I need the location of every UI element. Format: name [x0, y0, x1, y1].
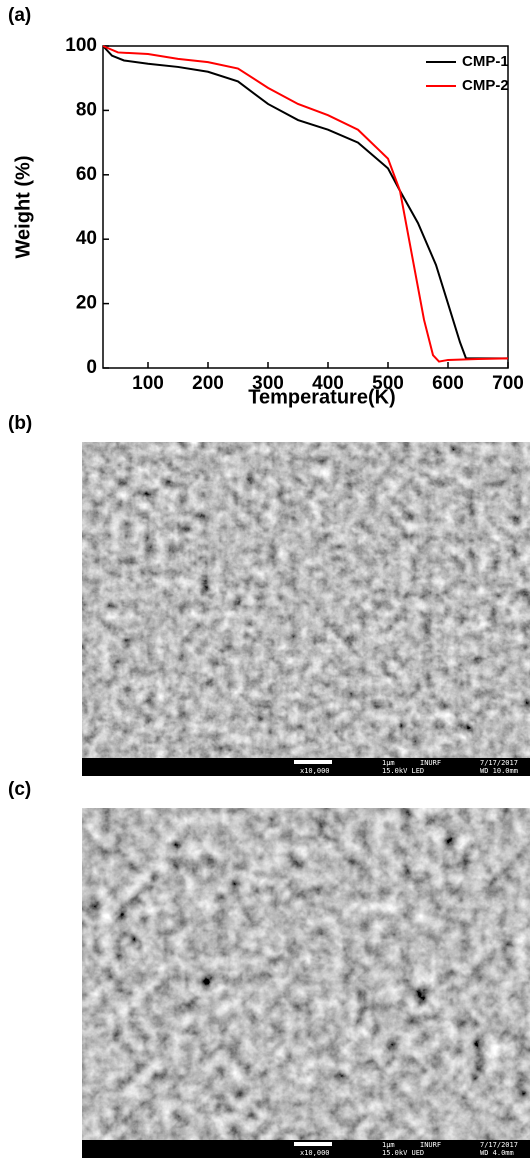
scale-bar — [294, 1142, 332, 1146]
x-tick-label: 500 — [372, 373, 404, 394]
x-tick-label: 400 — [312, 373, 344, 394]
sem-info: 7/17/2017 — [480, 1141, 518, 1149]
page: {"chart_data": {"type": "line", "y_label… — [0, 0, 530, 1158]
sem-info: 15.0kV UED — [382, 1149, 424, 1157]
sem-info: 1μm — [382, 759, 395, 767]
sem-image — [82, 808, 530, 1140]
data-line — [103, 46, 508, 362]
sem-info: x10,000 — [300, 767, 330, 775]
sem-info: WD 10.0mm — [480, 767, 518, 775]
x-tick-label: 100 — [132, 373, 164, 394]
panel-label: (a) — [8, 5, 31, 26]
sem-info: INURF — [420, 759, 441, 767]
panel-label: (b) — [8, 413, 32, 434]
sem-info: WD 4.0mm — [480, 1149, 514, 1157]
scale-bar — [294, 760, 332, 764]
sem-info: 7/17/2017 — [480, 759, 518, 767]
legend-label: CMP-1 — [462, 53, 509, 70]
x-tick-label: 600 — [432, 373, 464, 394]
panel-label: (c) — [8, 779, 31, 800]
sem-info: INURF — [420, 1141, 441, 1149]
y-tick-label: 80 — [76, 99, 97, 120]
y-tick-label: 60 — [76, 164, 97, 185]
x-tick-label: 700 — [492, 373, 524, 394]
figure: (a) (b) (c) x10,000 1μm INURF 15.0kV LED… — [0, 0, 530, 1158]
legend-label: CMP-2 — [462, 77, 509, 94]
x-tick-label: 300 — [252, 373, 284, 394]
y-tick-label: 100 — [65, 35, 97, 56]
sem-info: 15.0kV LED — [382, 767, 424, 775]
y-axis-label: Weight (%) — [12, 156, 34, 259]
y-tick-label: 20 — [76, 293, 97, 314]
sem-info: 1μm — [382, 1141, 395, 1149]
x-tick-label: 200 — [192, 373, 224, 394]
y-tick-label: 0 — [86, 357, 97, 378]
sem-image — [82, 442, 530, 758]
data-line — [103, 46, 508, 358]
y-tick-label: 40 — [76, 228, 97, 249]
sem-info: x10,000 — [300, 1149, 330, 1157]
plot-frame — [103, 46, 508, 368]
